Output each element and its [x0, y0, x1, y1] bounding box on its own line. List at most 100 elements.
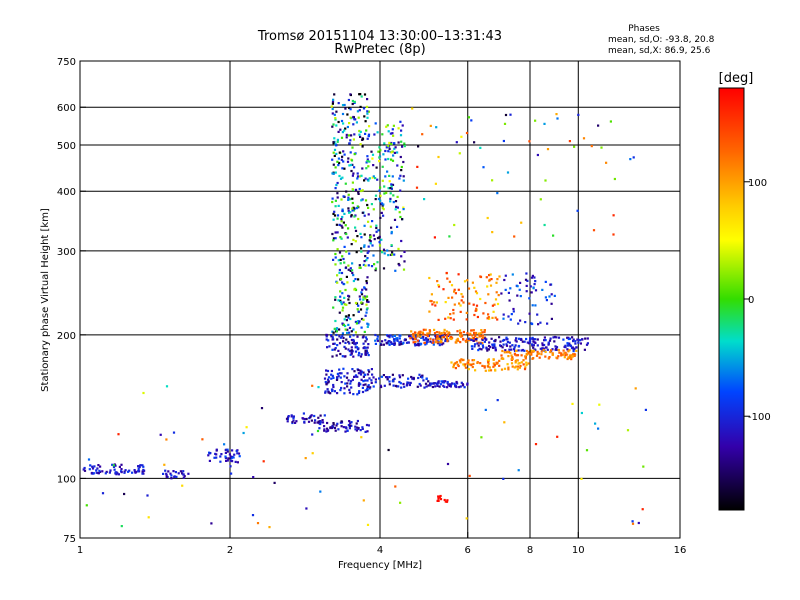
data-point	[343, 212, 346, 215]
data-point	[386, 124, 389, 127]
data-point	[452, 312, 455, 315]
data-point	[349, 139, 352, 142]
data-point	[447, 316, 450, 319]
x-tick-label: 4	[377, 545, 383, 556]
data-point	[334, 429, 337, 432]
data-point	[371, 373, 374, 376]
data-point	[366, 203, 369, 207]
data-point	[430, 300, 433, 303]
data-point	[457, 364, 460, 368]
data-point	[564, 346, 567, 349]
data-point	[432, 338, 435, 342]
data-point	[138, 466, 141, 469]
data-point	[558, 351, 561, 354]
data-point	[372, 164, 375, 167]
data-point	[361, 167, 364, 170]
data-point	[549, 337, 552, 340]
data-point	[487, 348, 490, 351]
data-point	[351, 207, 354, 210]
data-point	[508, 341, 511, 344]
data-point	[331, 424, 334, 427]
data-point	[336, 377, 339, 380]
data-point	[295, 420, 298, 423]
data-point	[342, 195, 345, 198]
data-point	[542, 348, 545, 352]
data-point	[481, 364, 484, 367]
data-point	[367, 134, 370, 138]
data-point	[375, 226, 378, 230]
data-point	[511, 273, 514, 276]
data-point	[512, 310, 515, 313]
data-point	[478, 347, 481, 350]
data-point	[362, 335, 365, 338]
data-point	[352, 238, 355, 241]
data-point	[225, 448, 228, 451]
data-point	[97, 472, 100, 475]
data-point	[473, 313, 476, 317]
data-point	[351, 209, 354, 212]
data-point	[87, 458, 91, 461]
data-point	[393, 253, 396, 256]
data-point	[342, 221, 345, 224]
data-point	[501, 349, 504, 353]
data-point	[170, 477, 173, 480]
data-point	[530, 276, 534, 279]
data-point	[417, 333, 420, 336]
data-point	[467, 337, 470, 340]
data-point	[332, 306, 335, 309]
data-point	[380, 375, 383, 378]
data-point	[363, 295, 366, 298]
data-point	[104, 472, 107, 475]
data-point	[343, 129, 346, 132]
data-point	[489, 273, 492, 276]
data-point	[483, 329, 486, 332]
data-point	[447, 383, 450, 386]
data-point	[388, 147, 391, 150]
data-point	[351, 368, 354, 371]
data-point	[358, 187, 361, 191]
data-point	[397, 127, 400, 130]
data-point	[492, 365, 495, 368]
data-point	[371, 244, 374, 247]
data-point	[352, 355, 355, 358]
data-point	[374, 333, 377, 337]
data-point	[388, 343, 391, 346]
data-point	[412, 333, 415, 336]
data-point	[490, 337, 493, 340]
data-point	[480, 329, 483, 332]
data-point	[342, 367, 345, 370]
data-point	[301, 417, 304, 420]
data-point	[488, 366, 491, 369]
data-point	[372, 175, 375, 178]
data-point	[482, 312, 485, 315]
data-point	[467, 287, 471, 290]
data-point	[429, 299, 432, 303]
data-point	[111, 463, 114, 466]
data-point	[551, 348, 554, 351]
data-point	[365, 349, 368, 352]
data-point	[434, 341, 437, 344]
data-point	[364, 379, 367, 382]
data-point	[576, 209, 579, 212]
data-point	[472, 359, 476, 362]
data-point	[460, 135, 463, 138]
data-point	[372, 254, 375, 257]
data-point	[353, 288, 356, 291]
data-point	[376, 178, 379, 181]
data-point	[354, 374, 358, 377]
data-point	[367, 110, 370, 113]
data-point	[331, 374, 334, 377]
data-point	[351, 269, 354, 272]
data-point	[165, 385, 169, 388]
data-point	[458, 386, 461, 389]
data-point	[360, 317, 364, 321]
data-point	[566, 336, 569, 339]
data-point	[524, 278, 528, 281]
data-point	[89, 464, 92, 467]
data-point	[113, 468, 116, 471]
data-point	[496, 278, 499, 281]
data-point	[383, 192, 386, 195]
data-point	[304, 457, 307, 460]
data-point	[342, 426, 345, 429]
data-point	[533, 349, 536, 352]
